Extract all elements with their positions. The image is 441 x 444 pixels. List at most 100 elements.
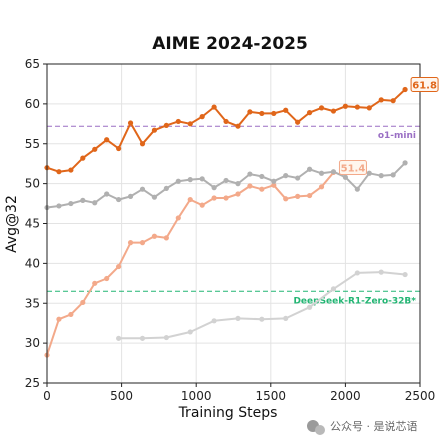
- data-point: [68, 200, 74, 207]
- data-point: [259, 110, 265, 117]
- data-point: [271, 110, 277, 117]
- x-axis-ticks: 0 500 1000 1500 2000 2500: [43, 383, 435, 403]
- data-point: [127, 193, 134, 199]
- y-tick-label: 25: [25, 376, 40, 390]
- data-point: [223, 118, 229, 125]
- chart-title: AIME 2024-2025: [152, 34, 308, 54]
- data-point: [235, 315, 241, 322]
- y-tick-label: 45: [25, 217, 40, 231]
- data-point: [366, 105, 372, 111]
- data-point: [223, 177, 229, 184]
- data-point: [199, 176, 205, 182]
- data-point: [259, 316, 265, 322]
- data-point: [318, 184, 325, 190]
- x-tick-label: 2500: [405, 389, 436, 403]
- data-point: [235, 191, 241, 197]
- data-point: [163, 334, 169, 341]
- data-point: [56, 316, 62, 322]
- data-point: [127, 240, 134, 246]
- y-tick-label: 60: [25, 97, 40, 111]
- data-point: [104, 275, 110, 282]
- data-point: [223, 195, 229, 201]
- data-point: [104, 137, 110, 143]
- x-tick-label: 1000: [181, 389, 212, 403]
- data-point: [306, 110, 313, 116]
- y-tick-label: 30: [25, 336, 40, 350]
- data-point: [247, 109, 253, 115]
- data-point: [92, 146, 98, 152]
- data-point: [187, 329, 193, 335]
- data-point: [116, 145, 122, 152]
- grid: [46, 63, 421, 384]
- data-point: [306, 166, 313, 172]
- data-point: [92, 280, 98, 286]
- data-point: [68, 167, 74, 173]
- reference-line-label: o1-mini: [378, 131, 416, 141]
- data-point: [283, 107, 289, 113]
- data-point: [235, 181, 241, 187]
- data-point: [211, 318, 217, 324]
- data-point: [163, 185, 169, 192]
- data-point: [295, 119, 301, 125]
- data-point: [211, 195, 217, 201]
- x-tick-label: 1500: [256, 389, 287, 403]
- data-point: [402, 271, 408, 278]
- data-point: [271, 178, 277, 184]
- data-point: [342, 103, 348, 109]
- data-point: [354, 104, 360, 110]
- x-tick-label: 2000: [330, 389, 361, 403]
- end-value-label: 51.4: [341, 163, 366, 174]
- data-point: [330, 169, 337, 175]
- y-tick-label: 35: [25, 296, 40, 310]
- y-axis-label: Avg@32: [4, 195, 20, 253]
- x-axis-label: Training Steps: [178, 405, 278, 421]
- reference-line-label: DeepSeek-R1-Zero-32B*: [293, 296, 416, 306]
- end-label-box: [338, 159, 367, 175]
- data-point: [330, 108, 337, 114]
- data-point: [306, 192, 313, 199]
- data-point: [283, 196, 289, 202]
- data-point: [175, 118, 181, 125]
- data-point: [56, 169, 62, 175]
- data-point: [116, 196, 122, 203]
- data-point: [402, 86, 408, 93]
- data-point: [175, 178, 181, 184]
- data-point: [151, 127, 158, 133]
- data-point: [211, 104, 217, 110]
- data-point: [342, 174, 348, 180]
- end-value-label: 61.8: [412, 81, 437, 92]
- data-point: [163, 235, 169, 241]
- data-point: [318, 170, 325, 176]
- series-3: [116, 269, 408, 341]
- wechat-icon: [307, 420, 325, 435]
- series-0: [44, 86, 408, 175]
- data-point: [139, 186, 146, 192]
- data-point: [318, 105, 325, 111]
- data-point: [390, 172, 396, 178]
- data-point: [199, 202, 205, 208]
- data-point: [175, 215, 181, 221]
- data-point: [139, 335, 146, 341]
- data-point: [283, 173, 289, 179]
- data-point: [378, 97, 384, 103]
- data-point: [127, 120, 134, 126]
- data-point: [295, 193, 301, 199]
- data-point: [235, 123, 241, 129]
- data-point: [80, 155, 86, 161]
- data-point: [330, 286, 337, 292]
- data-point: [390, 98, 396, 104]
- data-point: [402, 160, 408, 166]
- watermark-text: 公众号 · 是说芯语: [330, 419, 418, 433]
- series-line: [46, 88, 406, 173]
- data-point: [366, 170, 372, 176]
- watermark: 公众号 · 是说芯语: [307, 419, 418, 435]
- data-point: [139, 141, 146, 147]
- data-point: [306, 304, 313, 310]
- y-tick-label: 65: [25, 57, 40, 71]
- data-point: [80, 197, 86, 203]
- x-tick-label: 500: [110, 389, 133, 403]
- series-2: [44, 169, 337, 358]
- end-label-box: [410, 77, 439, 93]
- data-point: [56, 203, 62, 209]
- data-point: [247, 171, 253, 177]
